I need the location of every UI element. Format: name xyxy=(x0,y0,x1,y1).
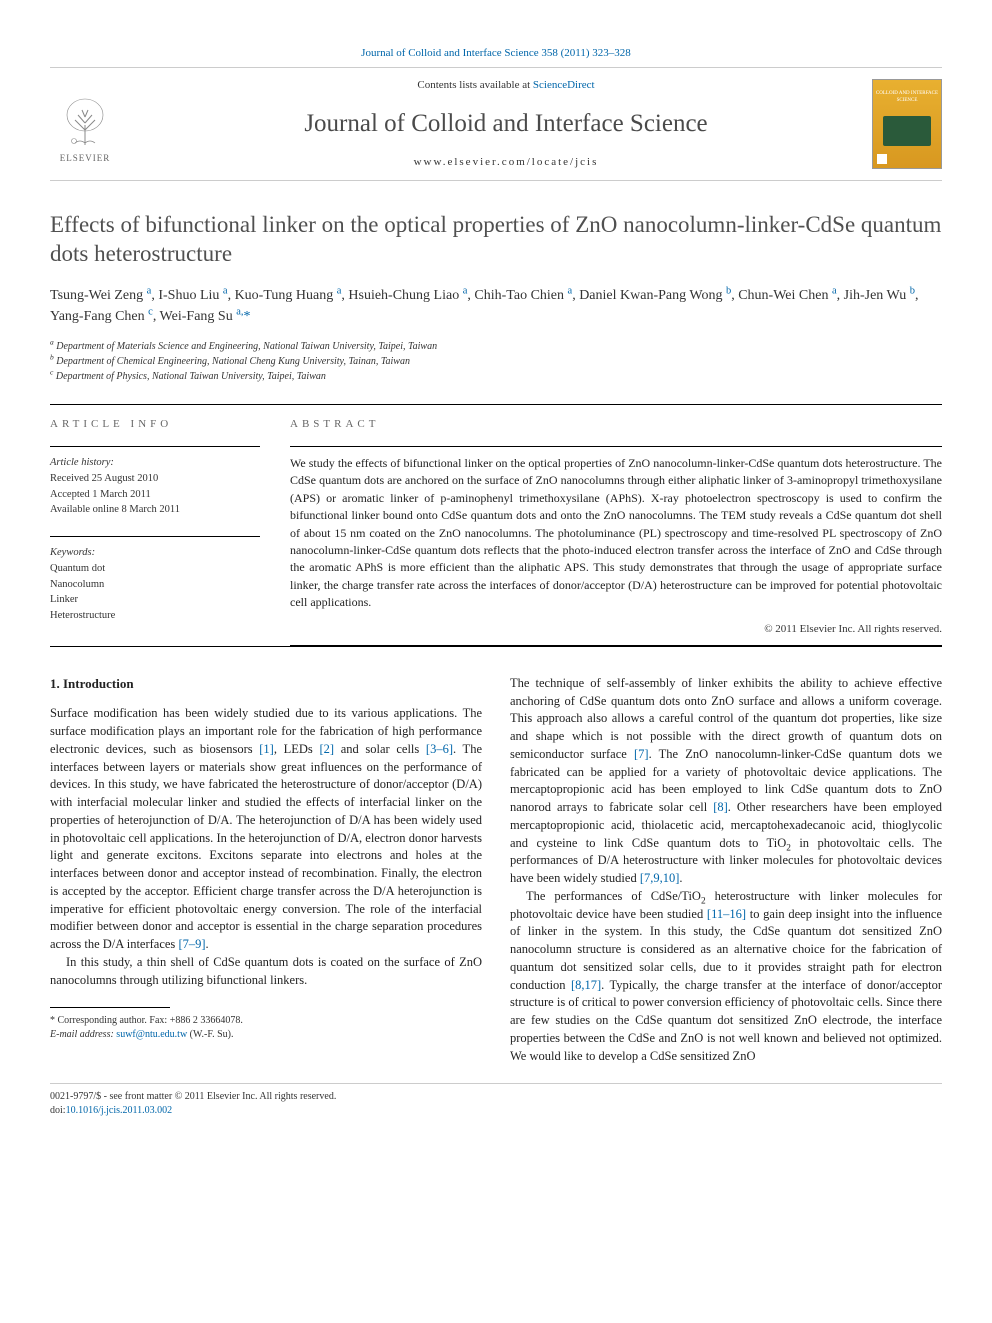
keyword: Heterostructure xyxy=(50,608,260,624)
keyword: Nanocolumn xyxy=(50,577,260,593)
history-label: Article history: xyxy=(50,455,260,471)
divider xyxy=(50,404,942,405)
doi-line: doi:10.1016/j.jcis.2011.03.002 xyxy=(50,1104,336,1118)
article-info-heading: ARTICLE INFO xyxy=(50,417,260,432)
affiliation-c: c Department of Physics, National Taiwan… xyxy=(50,369,942,384)
divider xyxy=(50,646,942,647)
abstract-text: We study the effects of bifunctional lin… xyxy=(290,455,942,612)
contents-prefix: Contents lists available at xyxy=(417,79,532,91)
publisher-name: ELSEVIER xyxy=(60,152,111,165)
body-paragraph: Surface modification has been widely stu… xyxy=(50,705,482,954)
journal-url: www.elsevier.com/locate/jcis xyxy=(140,155,872,170)
article-title: Effects of bifunctional linker on the op… xyxy=(50,211,942,269)
keywords-label: Keywords: xyxy=(50,545,260,561)
sciencedirect-link[interactable]: ScienceDirect xyxy=(533,79,595,91)
corr-author-line: * Corresponding author. Fax: +886 2 3366… xyxy=(50,1014,482,1028)
cover-thumb-title: COLLOID AND INTERFACE SCIENCE xyxy=(873,88,941,102)
body-paragraph: The technique of self-assembly of linker… xyxy=(510,675,942,888)
abstract-copyright: © 2011 Elsevier Inc. All rights reserved… xyxy=(290,622,942,637)
authors-list: Tsung-Wei Zeng a, I-Shuo Liu a, Kuo-Tung… xyxy=(50,285,942,327)
footnote-divider xyxy=(50,1007,170,1008)
front-matter-line: 0021-9797/$ - see front matter © 2011 El… xyxy=(50,1090,336,1104)
doi-link[interactable]: 10.1016/j.jcis.2011.03.002 xyxy=(66,1105,173,1116)
footer-bar: 0021-9797/$ - see front matter © 2011 El… xyxy=(50,1083,942,1118)
elsevier-tree-icon xyxy=(60,95,110,150)
body-column-right: The technique of self-assembly of linker… xyxy=(510,675,942,1066)
contents-line: Contents lists available at ScienceDirec… xyxy=(140,78,872,93)
keyword: Linker xyxy=(50,592,260,608)
footer-left: 0021-9797/$ - see front matter © 2011 El… xyxy=(50,1090,336,1118)
divider xyxy=(50,536,260,537)
body-column-left: 1. Introduction Surface modification has… xyxy=(50,675,482,1066)
masthead: ELSEVIER Contents lists available at Sci… xyxy=(50,68,942,181)
elsevier-logo: ELSEVIER xyxy=(50,84,120,164)
accepted-date: Accepted 1 March 2011 xyxy=(50,487,260,503)
cover-thumb-badge xyxy=(877,154,887,164)
meta-abstract-row: ARTICLE INFO Article history: Received 2… xyxy=(50,417,942,646)
section-heading-introduction: 1. Introduction xyxy=(50,675,482,693)
affiliations: a Department of Materials Science and En… xyxy=(50,339,942,384)
cover-thumb-image xyxy=(883,116,931,146)
abstract-heading: ABSTRACT xyxy=(290,417,942,432)
email-label: E-mail address: xyxy=(50,1029,114,1040)
divider xyxy=(290,446,942,447)
email-suffix: (W.-F. Su). xyxy=(190,1029,234,1040)
article-info-column: ARTICLE INFO Article history: Received 2… xyxy=(50,417,260,646)
journal-name: Journal of Colloid and Interface Science xyxy=(140,106,872,141)
received-date: Received 25 August 2010 xyxy=(50,471,260,487)
citation-link[interactable]: Journal of Colloid and Interface Science… xyxy=(361,47,631,59)
keywords-block: Keywords: Quantum dot Nanocolumn Linker … xyxy=(50,545,260,624)
journal-cover-thumb: COLLOID AND INTERFACE SCIENCE xyxy=(872,79,942,169)
keyword: Quantum dot xyxy=(50,561,260,577)
citation-bar: Journal of Colloid and Interface Science… xyxy=(50,40,942,68)
body-paragraph: In this study, a thin shell of CdSe quan… xyxy=(50,954,482,990)
body-paragraph: The performances of CdSe/TiO2 heterostru… xyxy=(510,888,942,1066)
abstract-column: ABSTRACT We study the effects of bifunct… xyxy=(290,417,942,646)
affiliation-b: b Department of Chemical Engineering, Na… xyxy=(50,354,942,369)
affiliation-a: a Department of Materials Science and En… xyxy=(50,339,942,354)
divider xyxy=(50,446,260,447)
corresponding-author-footnote: * Corresponding author. Fax: +886 2 3366… xyxy=(50,1014,482,1042)
masthead-center: Contents lists available at ScienceDirec… xyxy=(140,78,872,170)
online-date: Available online 8 March 2011 xyxy=(50,502,260,518)
email-link[interactable]: suwf@ntu.edu.tw xyxy=(116,1029,187,1040)
email-line: E-mail address: suwf@ntu.edu.tw (W.-F. S… xyxy=(50,1028,482,1042)
divider xyxy=(290,645,942,646)
article-history: Article history: Received 25 August 2010… xyxy=(50,455,260,518)
body-columns: 1. Introduction Surface modification has… xyxy=(50,675,942,1066)
